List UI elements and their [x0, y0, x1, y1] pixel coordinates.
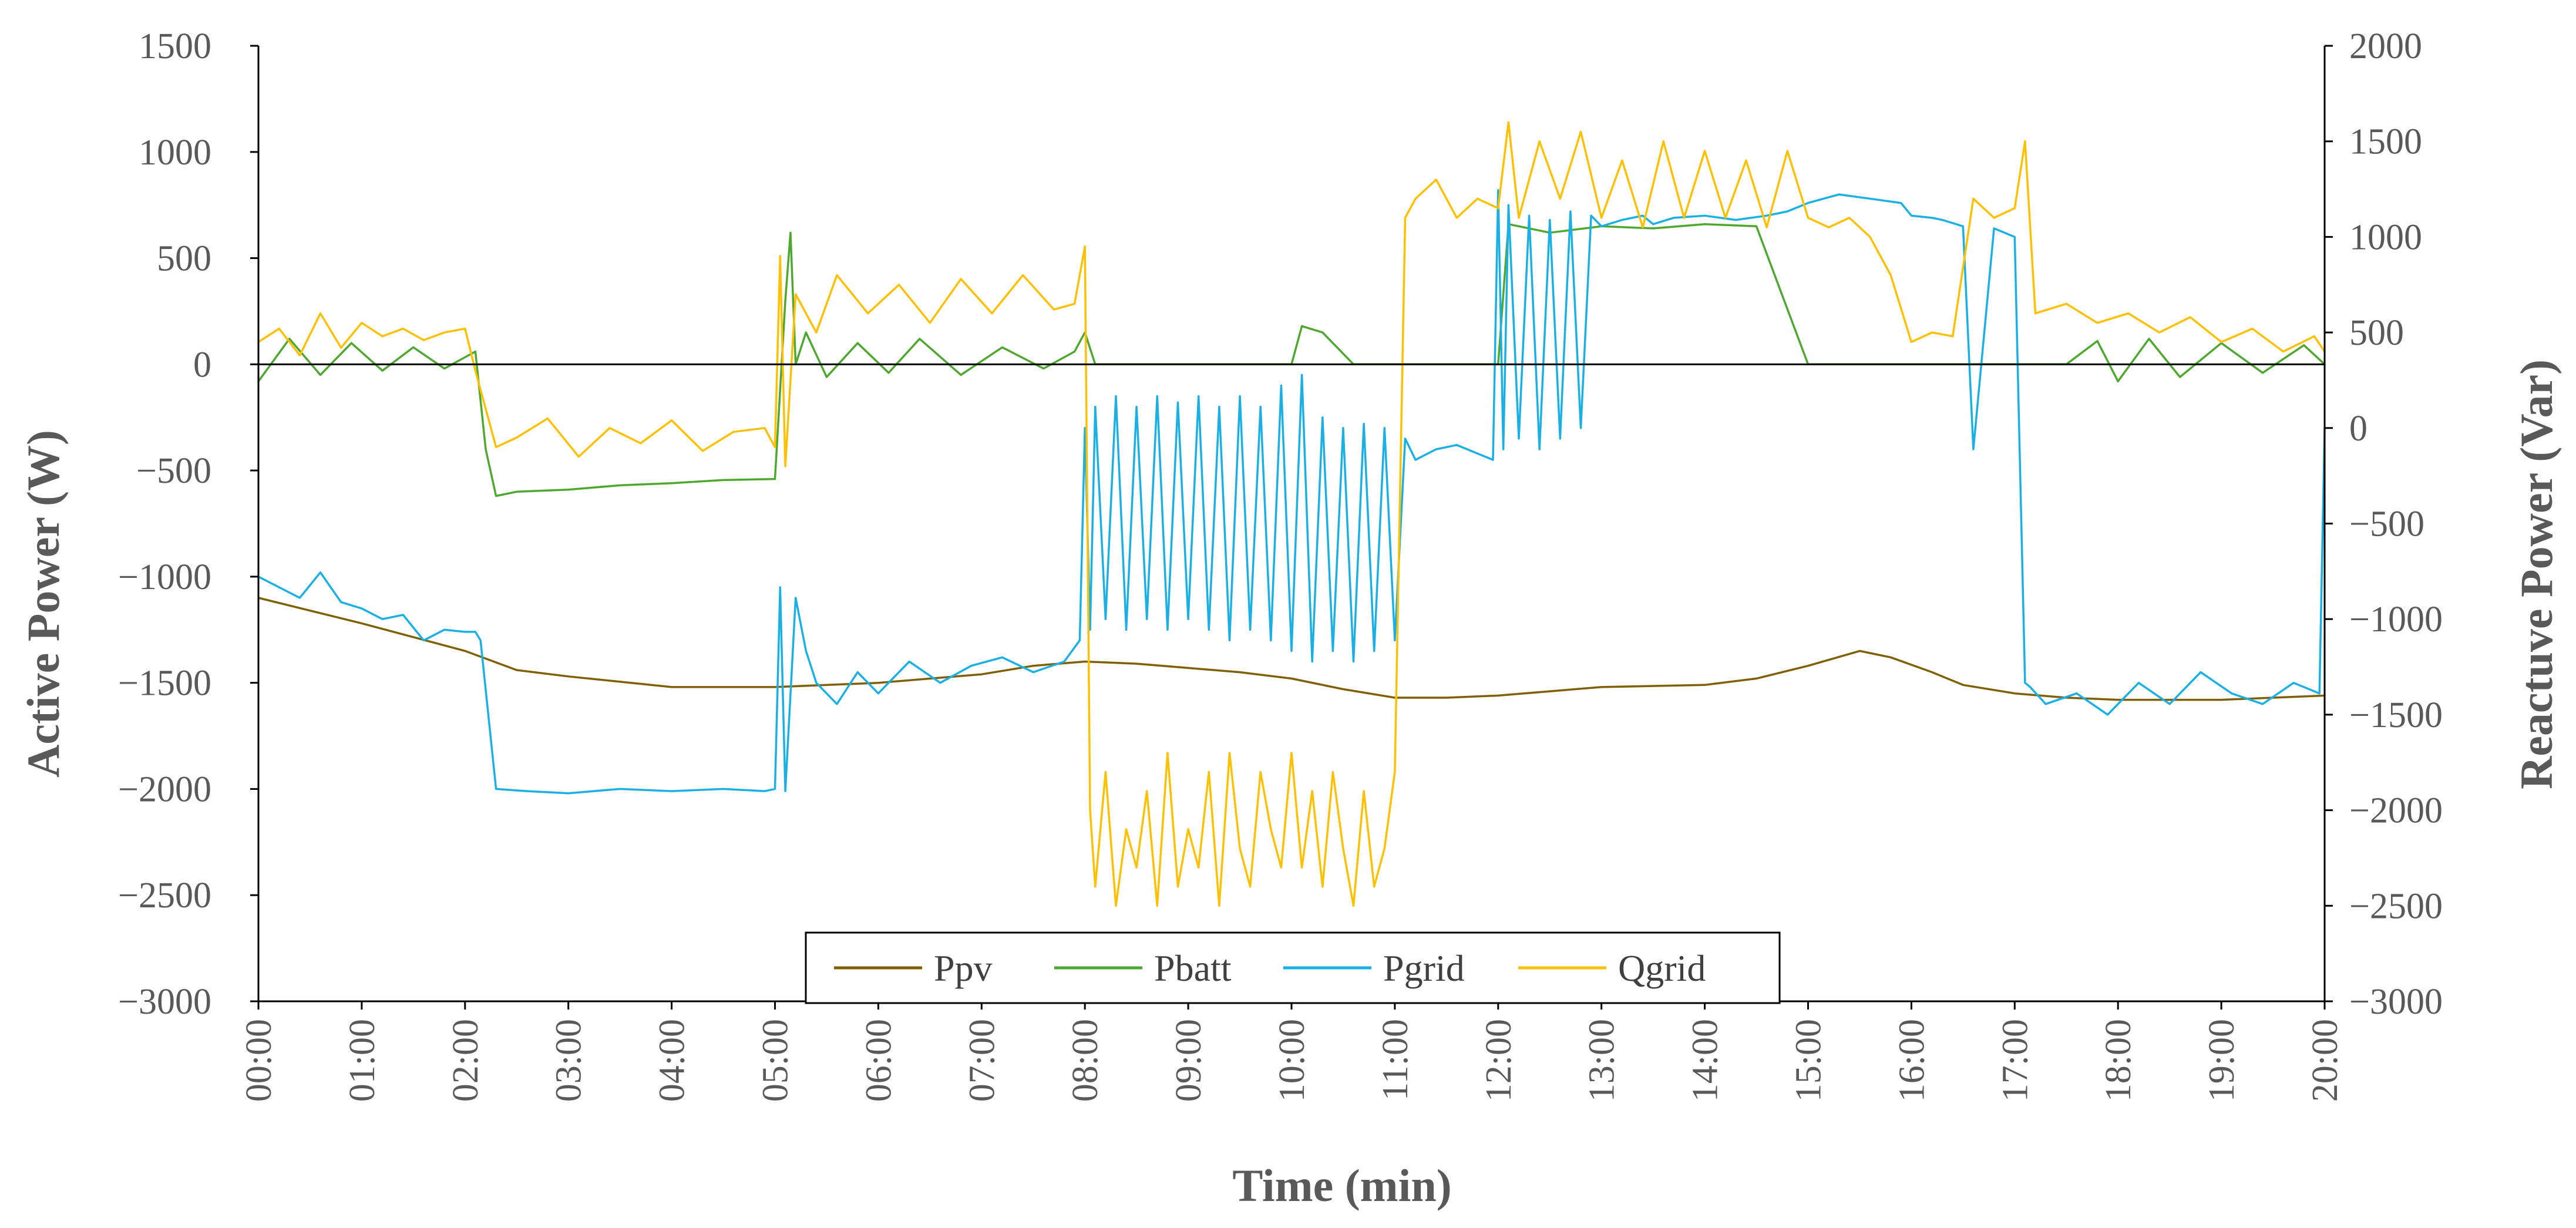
y-right-tick-label: −1000: [2349, 600, 2443, 640]
x-tick-label: 05:00: [756, 1019, 796, 1102]
x-tick-label: 01:00: [342, 1019, 382, 1102]
y-right-tick-label: 0: [2349, 409, 2368, 449]
legend-label-qgrid: Qgrid: [1618, 947, 1706, 989]
y-right-tick-label: 500: [2349, 313, 2404, 353]
x-axis-title: Time (min): [1232, 1160, 1451, 1211]
x-tick-label: 15:00: [1789, 1019, 1829, 1102]
y-left-tick-label: 1000: [139, 133, 211, 173]
y-right-tick-label: −500: [2349, 504, 2424, 544]
y-axis-title-left: Active Power (W): [18, 430, 69, 778]
y-left-tick-label: 500: [157, 239, 211, 279]
y-right-tick-label: −1500: [2349, 695, 2443, 735]
series-line-ppv: [257, 597, 2326, 701]
y-axis-title-right: Reactuve Power (Var): [2511, 359, 2562, 789]
legend-label-pgrid: Pgrid: [1383, 947, 1465, 989]
legend-label-ppv: Ppv: [934, 947, 993, 989]
x-tick-label: 12:00: [1479, 1019, 1519, 1102]
x-tick-label: 09:00: [1169, 1019, 1209, 1102]
y-right-tick-label: 2000: [2349, 26, 2422, 66]
x-tick-label: 14:00: [1686, 1019, 1726, 1102]
plot-area: [258, 46, 2325, 1001]
legend-label-pbatt: Pbatt: [1154, 947, 1232, 989]
x-tick-label: 17:00: [1995, 1019, 2035, 1102]
y-left-tick-label: −3000: [118, 982, 211, 1022]
y-left-tick-label: −1500: [118, 664, 211, 704]
y-right-tick-label: −2000: [2349, 791, 2443, 831]
x-tick-label: 08:00: [1065, 1019, 1105, 1102]
x-tick-label: 02:00: [446, 1019, 486, 1102]
x-tick-label: 13:00: [1582, 1019, 1622, 1102]
plot-background: [258, 46, 2325, 1001]
x-tick-label: 06:00: [859, 1019, 899, 1102]
y-left-tick-label: −500: [136, 451, 211, 491]
x-tick-label: 19:00: [2202, 1019, 2242, 1102]
y-left-tick-label: −1000: [118, 557, 211, 597]
y-right-tick-label: −2500: [2349, 886, 2443, 926]
series-line-qgrid: [257, 121, 2326, 907]
legend: Ppv Pbatt Pgrid Qgrid: [805, 931, 1781, 1004]
y-left-tick-label: 1500: [139, 26, 211, 66]
series-line-pgrid: [257, 189, 2326, 795]
x-tick-label: 20:00: [2305, 1019, 2345, 1102]
y-left-tick-label: −2000: [118, 769, 211, 809]
x-tick-label: 10:00: [1272, 1019, 1312, 1102]
x-tick-label: 04:00: [653, 1019, 692, 1102]
x-tick-label: 18:00: [2099, 1019, 2138, 1102]
x-tick-label: 07:00: [962, 1019, 1002, 1102]
x-tick-label: 11:00: [1376, 1019, 1415, 1101]
x-tick-label: 03:00: [549, 1019, 589, 1102]
x-tick-label: 00:00: [239, 1019, 279, 1102]
y-right-tick-label: −3000: [2349, 982, 2443, 1022]
ticks-layer: −3000 −2500 −2000 −1500 −1000 −500 0 500 1000 150…: [118, 26, 2443, 1102]
y-left-tick-label: −2500: [118, 876, 211, 916]
y-right-tick-label: 1000: [2349, 217, 2422, 257]
y-left-tick-label: 0: [193, 345, 211, 385]
x-tick-label: 16:00: [1892, 1019, 1932, 1102]
y-right-tick-label: 1500: [2349, 122, 2422, 162]
